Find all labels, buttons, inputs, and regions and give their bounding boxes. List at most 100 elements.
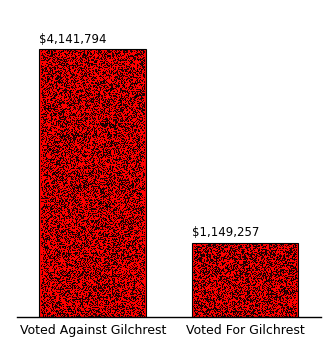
Point — [73, 171, 79, 176]
Point — [40, 96, 45, 102]
Point — [209, 250, 214, 255]
Point — [65, 307, 70, 312]
Point — [66, 49, 72, 54]
Point — [70, 284, 75, 290]
Point — [61, 66, 66, 71]
Point — [105, 273, 111, 278]
Point — [98, 126, 103, 131]
Point — [207, 245, 212, 250]
Point — [205, 270, 210, 276]
Point — [39, 92, 44, 97]
Point — [68, 163, 73, 169]
Point — [285, 289, 291, 294]
Point — [76, 200, 81, 206]
Point — [38, 219, 44, 224]
Point — [112, 310, 117, 315]
Point — [121, 90, 126, 96]
Point — [250, 281, 255, 287]
Point — [78, 129, 84, 134]
Point — [116, 273, 121, 278]
Point — [41, 242, 47, 247]
Point — [55, 57, 60, 63]
Point — [100, 123, 105, 129]
Point — [121, 282, 126, 287]
Point — [57, 311, 62, 317]
Point — [109, 159, 114, 164]
Point — [46, 56, 51, 62]
Point — [74, 94, 80, 100]
Point — [198, 262, 204, 268]
Point — [136, 183, 142, 189]
Point — [119, 80, 125, 86]
Point — [131, 225, 136, 230]
Point — [44, 162, 49, 168]
Point — [203, 263, 209, 268]
Point — [101, 163, 107, 168]
Point — [57, 120, 62, 125]
Point — [229, 288, 234, 293]
Point — [209, 301, 215, 307]
Point — [220, 260, 225, 266]
Point — [241, 256, 246, 261]
Point — [48, 258, 53, 264]
Point — [124, 183, 129, 189]
Point — [97, 180, 102, 185]
Point — [280, 243, 285, 248]
Point — [245, 247, 250, 252]
Point — [203, 312, 208, 318]
Point — [107, 82, 112, 87]
Point — [246, 286, 251, 291]
Point — [93, 189, 98, 194]
Point — [195, 286, 201, 291]
Point — [76, 297, 82, 302]
Point — [141, 115, 147, 120]
Point — [136, 301, 142, 306]
Point — [267, 246, 272, 252]
Point — [225, 290, 230, 296]
Point — [137, 207, 142, 213]
Point — [60, 228, 65, 233]
Point — [216, 306, 221, 312]
Point — [216, 267, 221, 273]
Point — [103, 192, 108, 198]
Point — [121, 188, 127, 193]
Point — [61, 87, 66, 93]
Point — [71, 194, 76, 200]
Point — [127, 235, 132, 240]
Point — [46, 119, 51, 125]
Point — [61, 203, 67, 208]
Point — [64, 260, 69, 266]
Point — [131, 72, 136, 77]
Point — [77, 129, 82, 135]
Point — [103, 209, 109, 215]
Point — [128, 74, 133, 79]
Point — [120, 193, 125, 198]
Point — [86, 220, 91, 225]
Point — [123, 223, 128, 228]
Point — [84, 61, 90, 67]
Point — [54, 235, 59, 240]
Point — [278, 242, 283, 247]
Point — [48, 254, 53, 259]
Point — [40, 78, 45, 83]
Point — [51, 151, 56, 157]
Point — [73, 268, 79, 274]
Point — [269, 278, 274, 283]
Point — [247, 244, 253, 249]
Point — [70, 168, 75, 173]
Point — [123, 258, 129, 264]
Point — [101, 256, 106, 261]
Point — [43, 234, 48, 239]
Point — [192, 307, 197, 312]
Point — [103, 147, 108, 152]
Point — [74, 130, 80, 136]
Point — [57, 104, 63, 110]
Point — [80, 260, 85, 265]
Point — [52, 136, 57, 141]
Point — [71, 145, 76, 150]
Point — [47, 293, 52, 298]
Point — [290, 287, 296, 292]
Point — [250, 306, 256, 312]
Point — [253, 307, 258, 312]
Point — [89, 313, 94, 318]
